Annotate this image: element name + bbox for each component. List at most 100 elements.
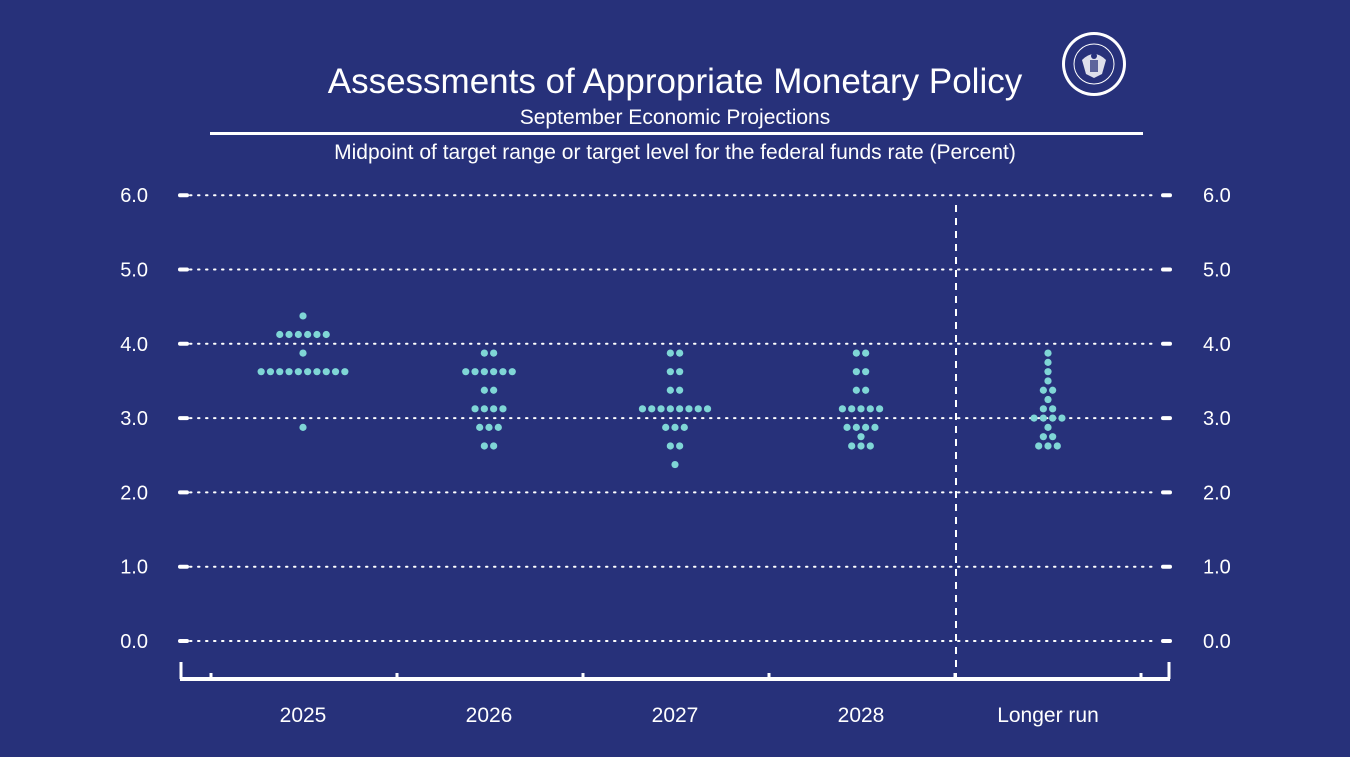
projection-dot [494,423,502,431]
projection-dot [499,368,507,376]
projection-dot [266,368,275,376]
y-tick-label-right: 4.0 [1203,334,1231,356]
projection-dot [322,368,330,376]
projection-dot [666,405,674,413]
y-tick-label-right: 1.0 [1203,557,1231,579]
projection-dot [471,405,479,413]
projection-dot [1049,386,1057,394]
projection-dot [852,368,860,376]
federal-reserve-seal-icon [1062,32,1126,96]
projection-dot [480,386,488,394]
projection-dot [480,405,488,413]
y-tick-label-left: 2.0 [120,482,148,504]
projection-dot [304,330,312,339]
projection-dot [676,349,684,357]
projection-dot [485,423,493,431]
projection-dot [638,405,647,413]
y-tick-label-right: 2.0 [1203,482,1231,504]
projection-dot [876,405,884,413]
y-tick-label-right: 0.0 [1203,631,1231,653]
projection-dot [671,460,679,469]
projection-dot [843,423,851,431]
projection-dot [848,405,856,413]
projection-dot [871,423,879,431]
projection-dot [1044,377,1052,385]
projection-dot [299,312,307,320]
projection-dot [666,349,674,357]
projection-dot [838,405,847,413]
projection-dot [703,405,712,413]
projection-dot [648,405,656,413]
projection-dot [476,423,484,431]
projection-dot [331,368,340,376]
projection-dot [857,433,865,441]
x-tick-label: 2026 [466,704,513,727]
projection-dot [1039,414,1047,422]
projection-dot [676,386,684,394]
projection-dot [299,423,307,431]
projection-dot [462,368,470,376]
projection-dot [666,368,674,376]
projection-dot [490,368,498,376]
projection-dot [866,405,874,413]
projection-dot [276,330,284,339]
projection-dot [848,442,856,450]
projection-dot [680,423,688,431]
projection-dot [276,368,284,376]
y-tick-label-left: 4.0 [120,334,148,356]
x-tick-label: 2028 [838,704,885,727]
projection-dot [480,368,488,376]
projection-dot [866,442,874,450]
projection-dot [294,368,302,376]
projection-dot [1035,442,1043,450]
projection-dot [1053,442,1061,450]
projection-dot [657,405,665,413]
projection-dot [1039,433,1047,441]
projection-dot [1044,349,1052,357]
projection-dot [857,442,865,450]
projection-dot [1044,442,1052,450]
projection-dot [852,349,860,357]
y-tick-label-right: 5.0 [1203,260,1231,282]
projection-dot [694,405,702,413]
projection-dot [490,442,498,450]
projection-dot [1049,405,1057,413]
projection-dot [1044,423,1052,431]
projection-dot [490,386,498,394]
y-axis-label: Midpoint of target range or target level… [334,141,1016,164]
chart-title: Assessments of Appropriate Monetary Poli… [327,62,1023,101]
x-tick-label: 2027 [652,704,699,727]
projection-dot [862,368,870,376]
y-tick-label-right: 3.0 [1203,408,1231,430]
y-tick-label-right: 6.0 [1203,185,1231,207]
projection-dot [480,442,488,450]
projection-dot [490,405,498,413]
y-tick-label-left: 5.0 [120,260,148,282]
projection-dot [1049,433,1057,441]
projection-dot [1039,386,1047,394]
projection-dot [480,349,488,357]
projection-dot [299,349,307,357]
projection-dot [676,405,684,413]
projection-dot [257,368,265,376]
projection-dot [671,423,679,431]
projection-dot [285,330,293,339]
projection-dot [508,368,516,376]
projection-dot [490,349,498,357]
projection-dot [676,368,684,376]
projection-dot [313,368,321,376]
projection-dot [1058,414,1066,422]
projection-dot [1044,395,1052,404]
projection-dot [852,386,860,394]
projection-dot [662,423,670,431]
projection-dot [313,330,321,339]
projection-dot [471,368,479,376]
x-tick-label: Longer run [997,704,1099,727]
chart-subtitle: September Economic Projections [519,106,831,129]
projection-dot [1030,414,1038,422]
y-tick-label-left: 6.0 [120,185,148,207]
projection-dot [666,386,674,394]
projection-dot [304,368,312,376]
